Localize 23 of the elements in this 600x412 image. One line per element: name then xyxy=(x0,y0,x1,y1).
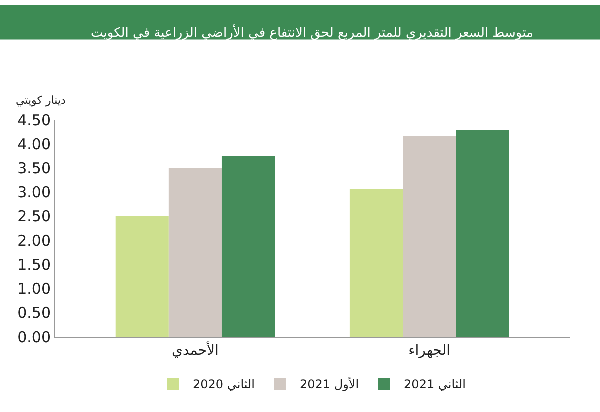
y-tick-label: 2.00 xyxy=(18,232,51,250)
bar xyxy=(403,136,456,337)
bar xyxy=(350,188,404,337)
legend-label: الثاني 2020 xyxy=(193,378,255,392)
y-tick-label: 1.50 xyxy=(18,256,51,274)
y-tick-label: 2.50 xyxy=(18,208,51,226)
bar xyxy=(116,216,169,337)
y-tick-label: 1.00 xyxy=(18,280,51,298)
x-tick-label: الجهراء xyxy=(408,342,450,359)
y-tick-label: 4.50 xyxy=(18,111,51,130)
legend-label: الثاني 2021 xyxy=(404,378,466,392)
chart-title: متوسط السعر التقديري للمتر المربع لحق الانتفاع في الأراضي الزراعية في الكويت xyxy=(91,24,534,41)
y-tick-label: 3.50 xyxy=(18,159,51,178)
bar xyxy=(168,168,222,337)
y-tick-label: 0.50 xyxy=(18,304,51,322)
y-axis-title: دينار كويتي xyxy=(16,94,66,107)
bar xyxy=(222,156,276,337)
legend-label: الأول 2021 xyxy=(300,376,360,392)
y-tick-label: 4.00 xyxy=(18,135,51,154)
y-tick-label: 0.00 xyxy=(18,328,51,346)
bar xyxy=(456,130,510,337)
y-tick-label: 3.00 xyxy=(18,184,51,202)
x-tick-label: الأحمدي xyxy=(172,340,219,359)
